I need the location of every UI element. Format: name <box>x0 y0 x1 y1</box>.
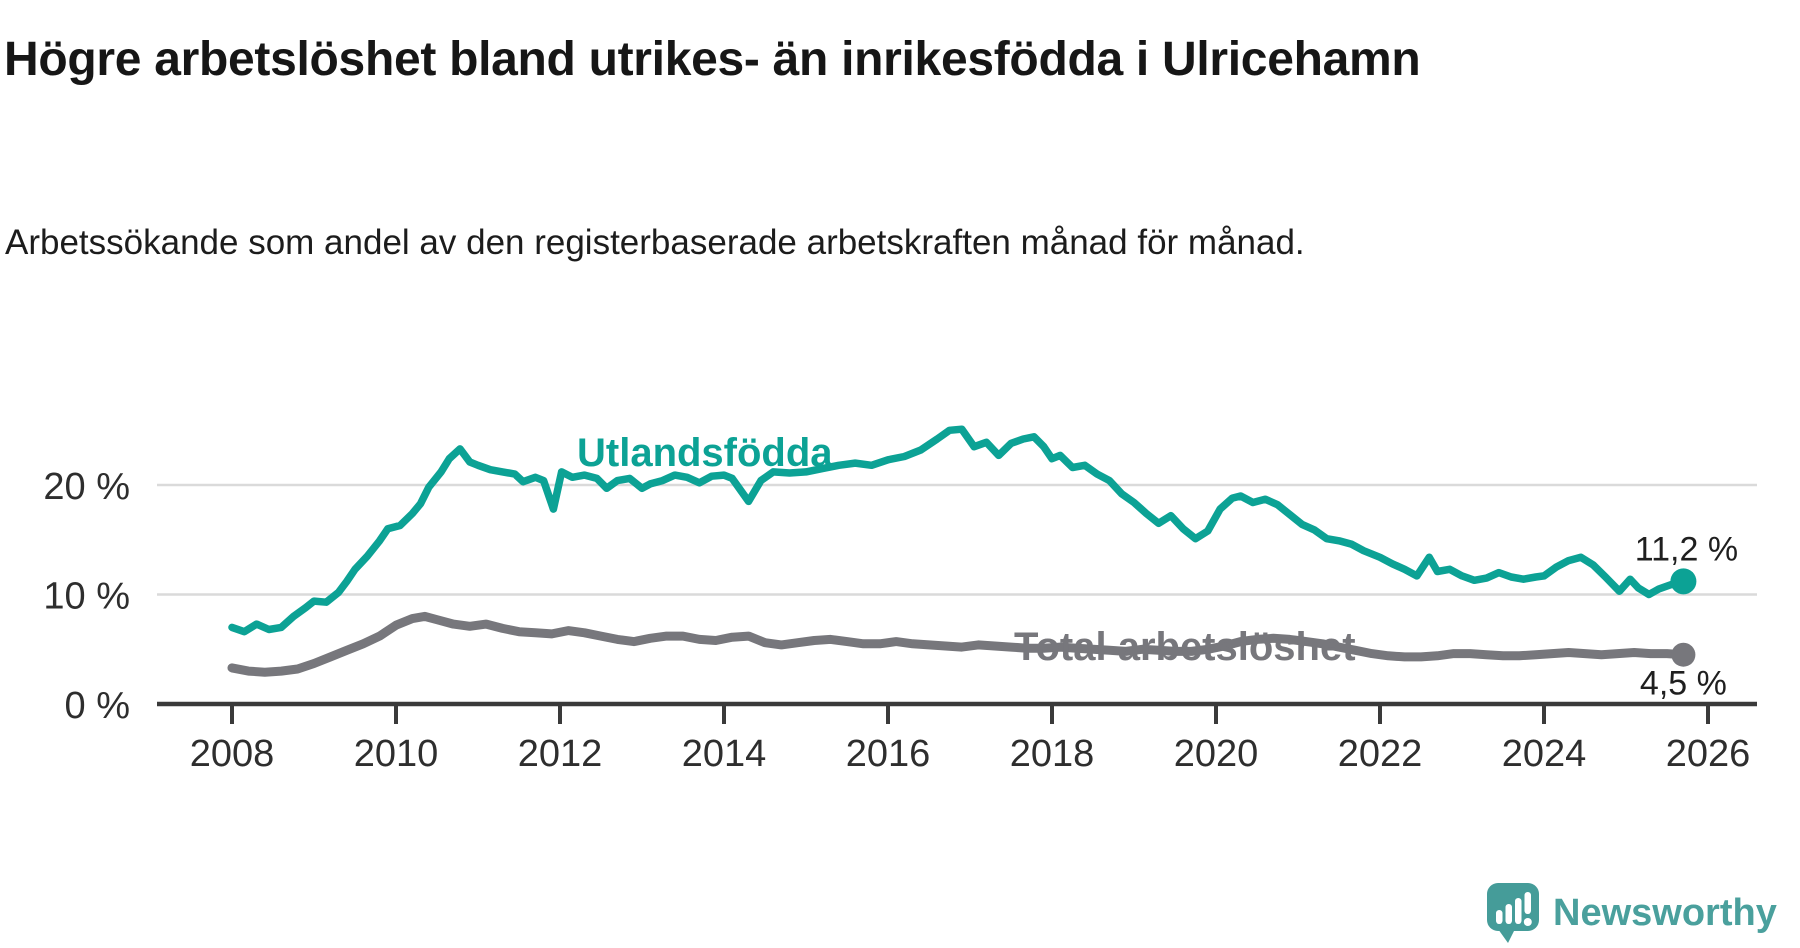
x-tick-label: 2016 <box>846 733 931 775</box>
x-tick-label: 2022 <box>1338 733 1423 775</box>
series-line-total-arbetsloshet <box>227 611 1688 677</box>
x-tick-label: 2024 <box>1502 733 1587 775</box>
y-tick-label: 20 % <box>43 466 130 508</box>
x-tick-label: 2020 <box>1174 733 1259 775</box>
page-title: Högre arbetslöshet bland utrikes- än inr… <box>4 33 1421 87</box>
x-tick-label: 2014 <box>682 733 767 775</box>
series-end-dot-utlandsfodda <box>1670 568 1697 595</box>
series-end-dot-total-arbetsloshet <box>1671 642 1696 667</box>
x-tick-label: 2012 <box>518 733 603 775</box>
newsworthy-logo: Newsworthy <box>1486 882 1777 944</box>
page-subtitle: Arbetssökande som andel av den registerb… <box>5 223 1305 262</box>
end-value-label-utlandsfodda: 11,2 % <box>1635 530 1738 568</box>
newsworthy-logo-icon <box>1487 883 1539 943</box>
x-tick-label: 2008 <box>190 733 275 775</box>
x-tick-label: 2010 <box>354 733 439 775</box>
series-label-utlandsfodda: Utlandsfödda <box>577 431 833 475</box>
end-value-label-total-arbetsloshet: 4,5 % <box>1640 665 1727 703</box>
x-tick-label: 2026 <box>1666 733 1751 775</box>
y-tick-label: 10 % <box>43 576 130 618</box>
x-tick-label: 2018 <box>1010 733 1095 775</box>
series-label-total-arbetsloshet: Total arbetslöshet <box>1014 625 1356 669</box>
newsworthy-logo-text: Newsworthy <box>1553 891 1777 934</box>
series-line-utlandsfodda <box>228 425 1688 636</box>
y-tick-label: 0 % <box>65 685 130 727</box>
